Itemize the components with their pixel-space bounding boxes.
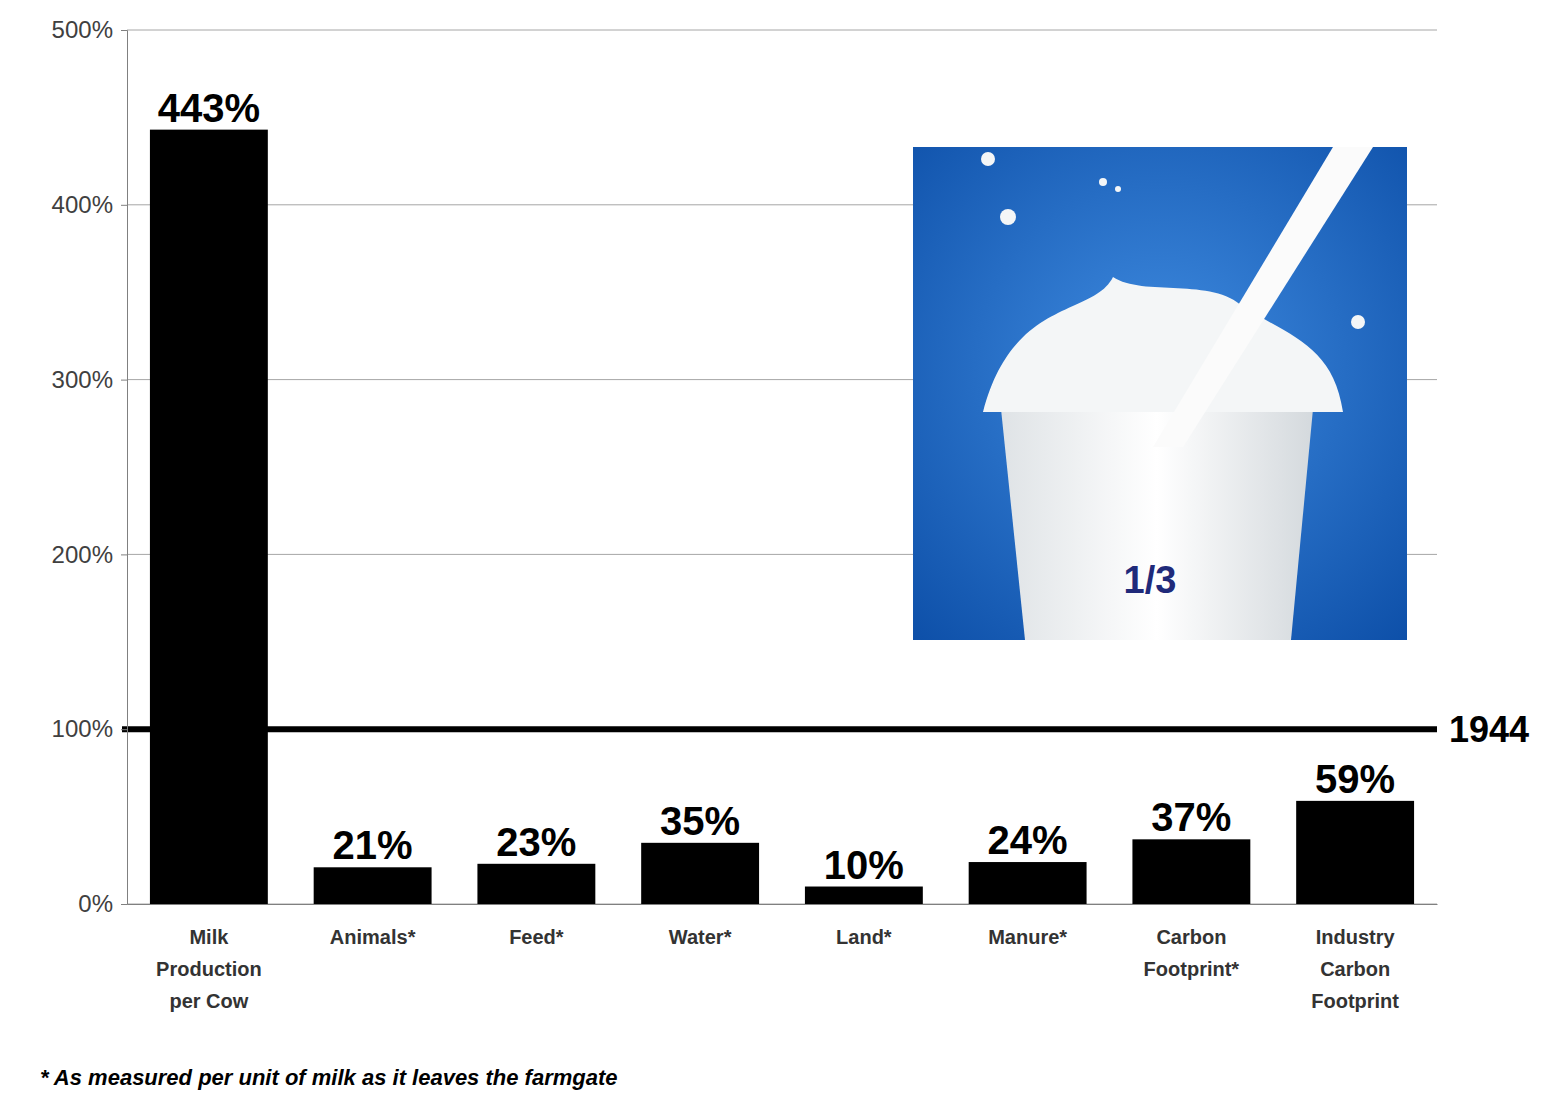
y-tick: 200% bbox=[52, 541, 127, 568]
x-tick-label-line: Carbon bbox=[1156, 926, 1226, 948]
bar bbox=[1132, 839, 1250, 904]
x-tick-label-line: Manure* bbox=[988, 926, 1067, 948]
y-axis: 0% 100% 200% 300% 400% 500% bbox=[52, 16, 128, 917]
x-tick-label-line: Animals* bbox=[330, 926, 416, 948]
x-tick-label-line: Water* bbox=[669, 926, 732, 948]
droplet bbox=[1351, 315, 1365, 329]
x-tick-label-line: Footprint bbox=[1311, 990, 1399, 1012]
data-label: 24% bbox=[988, 818, 1068, 862]
x-tick-label-line: Footprint* bbox=[1144, 958, 1240, 980]
bars bbox=[150, 130, 1414, 904]
bar bbox=[805, 887, 923, 904]
droplet bbox=[1000, 209, 1016, 225]
x-tick-label-line: Feed* bbox=[509, 926, 564, 948]
photo-label: 1/3 bbox=[1124, 559, 1177, 601]
data-label: 21% bbox=[333, 823, 413, 867]
x-tick: Feed* bbox=[509, 904, 564, 948]
y-tick: 500% bbox=[52, 16, 127, 43]
footnote: * As measured per unit of milk as it lea… bbox=[40, 1065, 618, 1090]
photo-background bbox=[913, 147, 1407, 640]
bar bbox=[314, 867, 432, 904]
x-tick-label: Milk Production per Cow bbox=[156, 926, 262, 1012]
y-tick: 300% bbox=[52, 366, 127, 393]
bar bbox=[477, 864, 595, 904]
chart: 1/3 1944 0% 100% 200% 300% 400% 500% Milk Product… bbox=[0, 0, 1556, 1095]
data-labels: 443% 21% 23% 35% 10% 24% 37% 59% bbox=[158, 86, 1395, 887]
y-tick: 400% bbox=[52, 191, 127, 218]
x-tick-label-line: Land* bbox=[836, 926, 892, 948]
splash bbox=[983, 277, 1343, 412]
droplet bbox=[981, 152, 995, 166]
y-tick-label: 0% bbox=[78, 890, 113, 917]
x-tick: Industry Carbon Footprint bbox=[1311, 904, 1399, 1012]
y-tick-mark bbox=[121, 205, 127, 206]
grid bbox=[127, 30, 1437, 904]
x-tick: Land* bbox=[836, 904, 892, 948]
x-tick-label-line: per Cow bbox=[169, 990, 248, 1012]
x-tick: Animals* bbox=[330, 904, 416, 948]
y-tick-label: 400% bbox=[52, 191, 113, 218]
data-label: 59% bbox=[1315, 757, 1395, 801]
reference-label: 1944 bbox=[1449, 709, 1529, 750]
y-tick-label: 100% bbox=[52, 715, 113, 742]
x-tick: Carbon Footprint* bbox=[1144, 904, 1240, 980]
x-tick: Water* bbox=[669, 904, 732, 948]
x-tick-label: Manure* bbox=[988, 926, 1067, 948]
x-tick-label-line: Production bbox=[156, 958, 262, 980]
reference-line bbox=[122, 726, 1437, 732]
y-tick: 0% bbox=[78, 890, 127, 917]
x-tick-label: Water* bbox=[669, 926, 732, 948]
data-label: 23% bbox=[496, 820, 576, 864]
y-axis-line bbox=[121, 31, 128, 905]
data-label: 10% bbox=[824, 843, 904, 887]
x-tick-label: Feed* bbox=[509, 926, 564, 948]
x-tick-label-line: Milk bbox=[189, 926, 229, 948]
milk-stream bbox=[1153, 147, 1373, 447]
x-tick-label: Animals* bbox=[330, 926, 416, 948]
y-tick-label: 500% bbox=[52, 16, 113, 43]
photo: 1/3 bbox=[913, 147, 1407, 640]
data-label: 443% bbox=[158, 86, 260, 130]
droplet bbox=[1115, 186, 1121, 192]
y-tick-mark bbox=[121, 904, 127, 905]
x-tick: Manure* bbox=[988, 904, 1067, 948]
y-tick-label: 300% bbox=[52, 366, 113, 393]
droplet bbox=[1099, 178, 1107, 186]
y-tick: 100% bbox=[52, 715, 127, 742]
x-axis-line bbox=[128, 904, 1438, 905]
y-tick-mark bbox=[121, 380, 127, 381]
x-axis: Milk Production per Cow Animals* Feed* Water*… bbox=[128, 904, 1438, 1012]
data-label: 35% bbox=[660, 799, 740, 843]
bar bbox=[969, 862, 1087, 904]
bar bbox=[641, 843, 759, 904]
x-tick-label: Industry Carbon Footprint bbox=[1311, 926, 1399, 1012]
y-tick-mark bbox=[121, 554, 127, 555]
x-tick-label-line: Carbon bbox=[1320, 958, 1390, 980]
data-label: 37% bbox=[1151, 795, 1231, 839]
x-tick-label: Land* bbox=[836, 926, 892, 948]
x-tick: Milk Production per Cow bbox=[156, 904, 262, 1012]
x-tick-label-line: Industry bbox=[1316, 926, 1396, 948]
grid-line bbox=[127, 30, 1437, 31]
y-tick-mark bbox=[121, 729, 127, 730]
x-tick-label: Carbon Footprint* bbox=[1144, 926, 1240, 980]
y-tick-mark bbox=[121, 30, 127, 31]
bar bbox=[1296, 801, 1414, 904]
droplet bbox=[998, 372, 1008, 382]
bar bbox=[150, 130, 268, 904]
y-tick-label: 200% bbox=[52, 541, 113, 568]
